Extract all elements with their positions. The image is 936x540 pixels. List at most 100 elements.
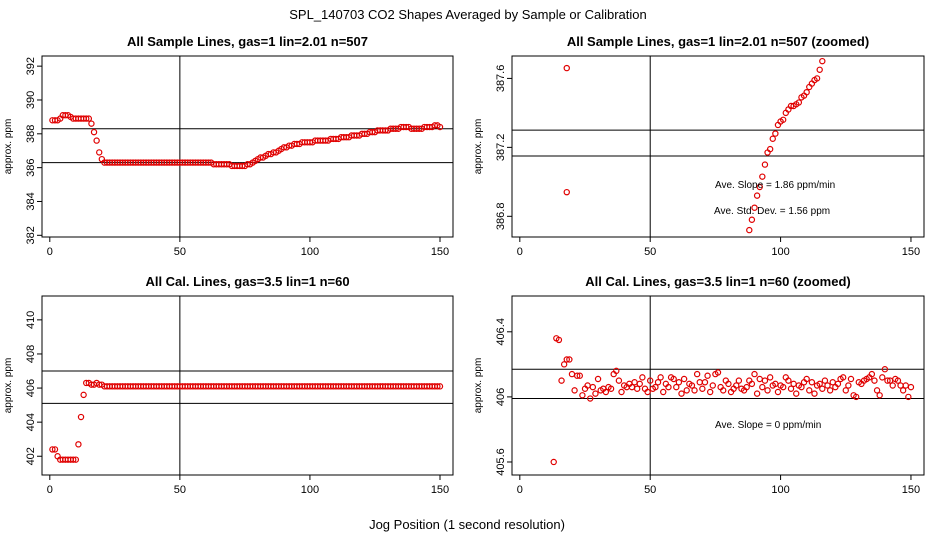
data-point <box>701 379 709 386</box>
data-point <box>751 204 758 211</box>
data-point <box>550 458 557 466</box>
data-point <box>816 380 823 388</box>
data-point <box>592 390 599 397</box>
data-point <box>675 379 683 386</box>
data-series <box>550 335 915 466</box>
data-point <box>813 75 821 82</box>
data-point <box>434 383 441 390</box>
data-point <box>733 382 740 389</box>
data-point <box>772 130 779 137</box>
data-point <box>647 377 654 384</box>
data-point <box>566 356 573 363</box>
data-point <box>665 383 672 391</box>
data-point <box>779 116 787 123</box>
data-point <box>842 387 849 394</box>
x-tick-label: 0 <box>47 484 53 496</box>
data-point <box>751 370 758 378</box>
data-point <box>871 377 878 384</box>
x-tick-label: 50 <box>174 246 186 258</box>
data-point <box>868 370 876 378</box>
y-tick-label: 386.8 <box>495 203 507 231</box>
data-point <box>808 379 816 386</box>
x-tick-label: 0 <box>47 246 53 258</box>
data-point <box>748 380 756 388</box>
data-point <box>691 387 698 394</box>
y-axis-label: approx. ppm <box>473 119 484 175</box>
data-point <box>615 377 623 384</box>
data-point <box>816 66 823 73</box>
data-point <box>899 387 907 394</box>
data-point <box>70 456 77 463</box>
y-tick-label: 390 <box>25 91 37 109</box>
annotation: Ave. Slope = 1.86 ppm/min <box>715 180 835 191</box>
data-point <box>881 366 889 373</box>
data-point <box>633 385 641 392</box>
x-tick-label: 100 <box>771 246 789 258</box>
data-point <box>563 188 570 196</box>
x-tick-label: 150 <box>431 246 449 258</box>
panel-title: All Sample Lines, gas=1 lin=2.01 n=507 (… <box>567 34 869 49</box>
data-point <box>90 128 98 136</box>
panel-title: All Cal. Lines, gas=3.5 lin=1 n=60 (zoom… <box>585 274 851 289</box>
data-point <box>793 390 800 397</box>
data-point <box>558 377 565 384</box>
y-tick-label: 404 <box>25 413 37 431</box>
y-tick-label: 387.2 <box>495 134 507 162</box>
y-tick-label: 406 <box>25 379 37 397</box>
y-tick-label: 402 <box>25 447 37 465</box>
data-point <box>613 367 620 375</box>
data-point <box>743 383 750 391</box>
x-tick-label: 50 <box>644 484 656 496</box>
data-point <box>568 370 576 378</box>
data-point <box>907 383 915 391</box>
data-point <box>774 388 782 396</box>
data-point <box>607 385 615 392</box>
data-point <box>657 374 664 381</box>
data-point <box>587 395 594 402</box>
data-point <box>589 383 597 391</box>
plot-frame <box>41 55 454 238</box>
data-point <box>779 383 787 391</box>
data-point <box>49 446 56 453</box>
data-point <box>83 115 90 122</box>
data-point <box>714 369 722 376</box>
y-tick-label: 408 <box>25 345 37 363</box>
x-tick-label: 0 <box>517 246 523 258</box>
data-point <box>873 387 881 394</box>
x-tick-label: 150 <box>431 484 449 496</box>
data-point <box>571 387 578 394</box>
data-point <box>80 391 87 399</box>
data-point <box>72 456 80 463</box>
data-point <box>894 377 902 384</box>
data-point <box>853 393 860 401</box>
y-axis-label: approx. ppm <box>473 358 484 414</box>
y-tick-label: 405.6 <box>495 448 507 476</box>
data-point <box>753 192 761 199</box>
data-point <box>839 374 847 381</box>
data-point <box>436 123 444 131</box>
data-point <box>636 380 643 388</box>
x-tick-label: 50 <box>644 246 656 258</box>
data-point <box>787 385 795 392</box>
data-point <box>673 383 680 391</box>
data-point <box>756 183 763 191</box>
data-point <box>704 372 711 379</box>
data-point <box>748 216 756 223</box>
y-tick-label: 382 <box>25 226 37 244</box>
data-point <box>884 377 891 384</box>
panel-cal-lines-zoomed: All Cal. Lines, gas=3.5 lin=1 n=60 (zoom… <box>473 274 925 496</box>
plot-frame <box>511 295 925 476</box>
y-tick-label: 388 <box>25 125 37 143</box>
data-point <box>563 356 570 363</box>
data-point <box>85 115 93 122</box>
y-tick-label: 384 <box>25 192 37 210</box>
data-point <box>579 392 586 399</box>
data-point <box>51 446 59 453</box>
data-point <box>756 375 763 383</box>
x-tick-label: 0 <box>517 484 523 496</box>
data-point <box>644 388 651 396</box>
data-point <box>761 377 769 384</box>
data-point <box>879 374 886 381</box>
data-point <box>96 149 103 156</box>
data-point <box>688 382 696 389</box>
